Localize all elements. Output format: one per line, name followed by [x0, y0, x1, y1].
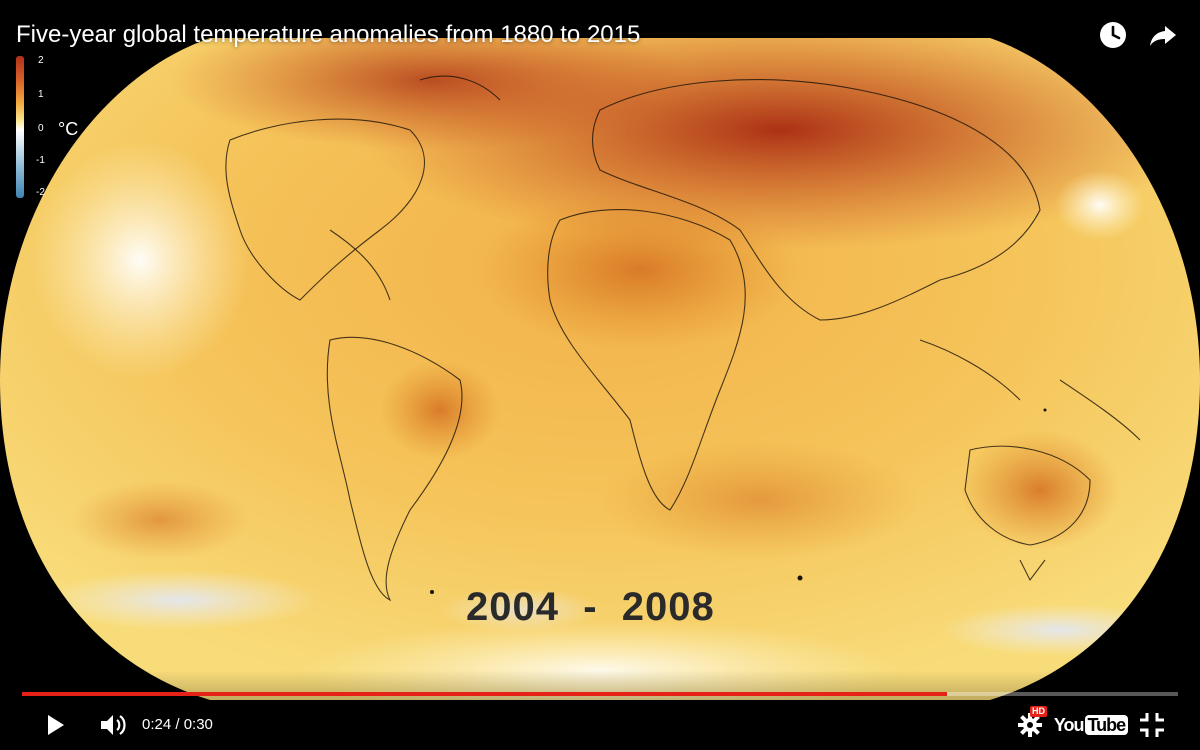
share-button[interactable] [1146, 18, 1180, 52]
legend-tick: 0 [38, 123, 44, 134]
progress-played [22, 692, 947, 696]
share-arrow-icon [1150, 26, 1176, 46]
play-icon [48, 715, 64, 735]
legend-tick: -2 [36, 187, 45, 198]
youtube-logo: You Tube [1053, 714, 1129, 736]
volume-button[interactable] [96, 708, 130, 742]
year-range-label: 2004 - 2008 [466, 585, 715, 629]
youtube-logo-tube: Tube [1084, 715, 1129, 735]
fullscreen-button[interactable] [1132, 708, 1172, 742]
youtube-logo-button[interactable]: You Tube [1054, 708, 1129, 742]
colorbar [16, 56, 24, 198]
legend-unit: °C [58, 119, 79, 139]
youtube-logo-you: You [1053, 714, 1085, 735]
hd-badge: HD [1030, 706, 1047, 717]
play-button[interactable] [38, 708, 72, 742]
controls-gradient [0, 670, 1200, 750]
watch-later-button[interactable] [1096, 18, 1130, 52]
volume-icon [101, 715, 126, 735]
controls-bar: 0:24 / 0:30 You Tube [0, 700, 1200, 750]
clock-icon [1100, 22, 1126, 48]
fullscreen-icon [1140, 713, 1164, 737]
legend-tick: 2 [38, 55, 44, 66]
video-title[interactable]: Five-year global temperature anomalies f… [16, 21, 641, 48]
legend-tick: 1 [38, 89, 44, 100]
legend-tick: -1 [36, 155, 45, 166]
time-display: 0:24 / 0:30 [142, 716, 213, 733]
colorbar-legend: 2 1 0 -1 -2 °C [0, 50, 110, 210]
progress-bar[interactable] [22, 692, 1178, 696]
